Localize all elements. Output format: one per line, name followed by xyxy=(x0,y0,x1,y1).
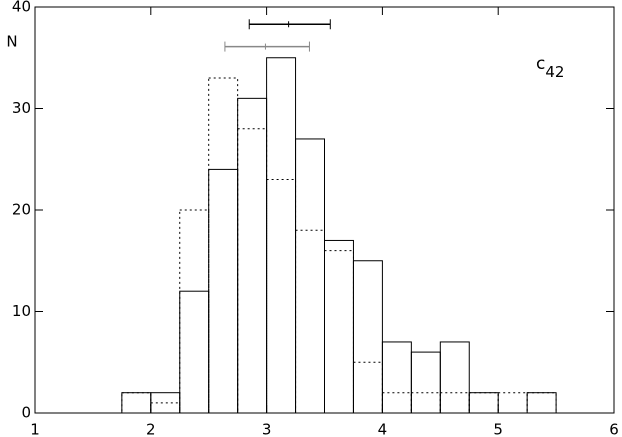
x-tick-label: 1 xyxy=(30,421,40,437)
bar-dotted xyxy=(150,402,181,414)
bar-dotted xyxy=(526,392,557,414)
x-tick-label: 5 xyxy=(493,421,503,437)
bar xyxy=(381,341,412,414)
bar-dotted xyxy=(121,392,152,414)
bar-dotted xyxy=(352,361,383,414)
bar xyxy=(121,392,152,414)
bar xyxy=(266,57,297,414)
bar-dotted xyxy=(324,250,354,414)
y-tick-label: 30 xyxy=(12,99,31,117)
bar-dotted xyxy=(410,392,441,414)
bar xyxy=(410,351,441,414)
bar-dotted xyxy=(439,392,470,414)
bar xyxy=(352,260,383,414)
bar xyxy=(179,290,210,414)
bar xyxy=(439,341,470,414)
bar xyxy=(468,392,499,414)
bar-dotted xyxy=(266,179,297,414)
y-tick-label: 40 xyxy=(12,0,31,16)
bar-dotted xyxy=(208,77,239,414)
x-tick-label: 6 xyxy=(609,421,619,437)
y-axis-label: N xyxy=(6,33,17,51)
annotation-text: c xyxy=(536,54,545,74)
bar-dotted xyxy=(381,392,412,414)
y-tick-label: 10 xyxy=(12,302,31,320)
bar-dotted xyxy=(497,392,528,414)
bar-dotted xyxy=(295,229,325,414)
y-tick-label: 0 xyxy=(21,404,31,422)
x-tick-label: 3 xyxy=(262,421,272,437)
y-tick-label: 20 xyxy=(12,201,31,219)
bar-dotted xyxy=(237,128,268,414)
annotation: c42 xyxy=(536,54,564,81)
bar-dotted xyxy=(179,209,210,414)
bar xyxy=(295,138,325,414)
bar xyxy=(150,392,181,414)
x-tick-label: 2 xyxy=(146,421,156,437)
bar xyxy=(237,97,268,414)
bar xyxy=(324,239,354,414)
x-tick-label: 4 xyxy=(378,421,388,437)
bar-dotted xyxy=(468,392,499,414)
bar xyxy=(208,168,239,414)
bar xyxy=(526,392,557,414)
annotation-subscript: 42 xyxy=(545,63,564,81)
